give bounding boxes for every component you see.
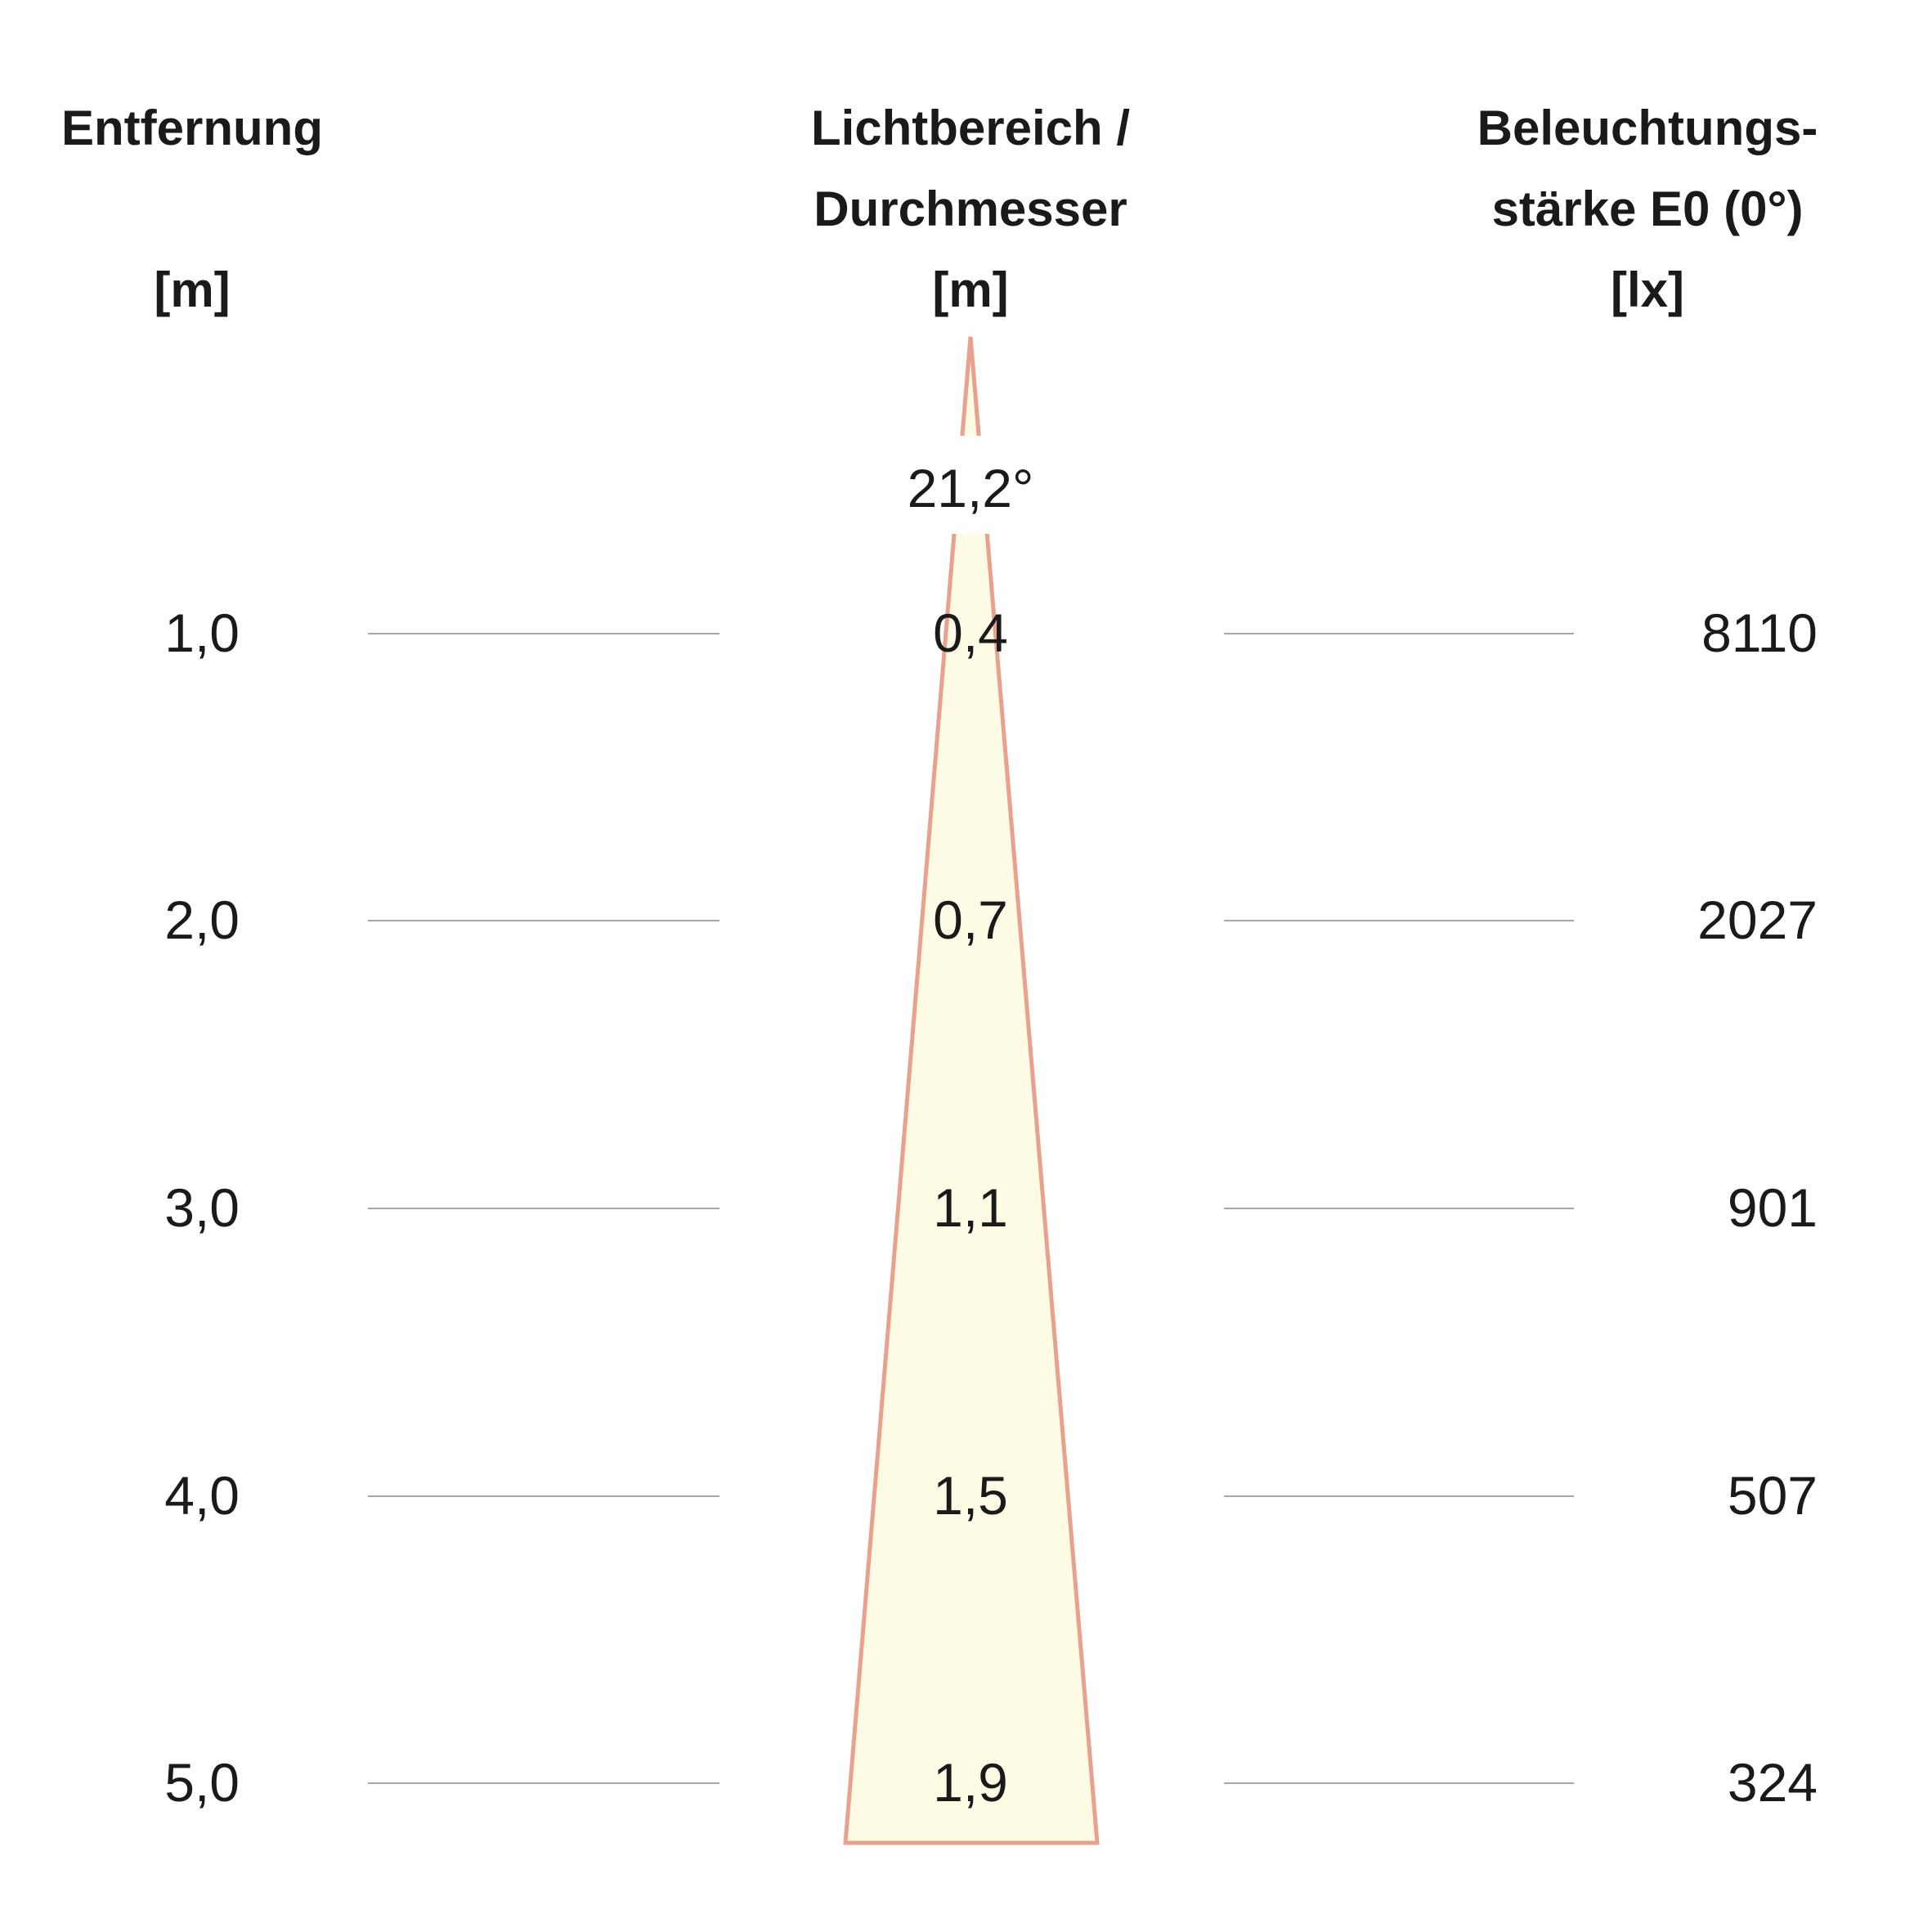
illuminance-value: 8110 [1701, 603, 1818, 663]
distance-header-unit: [m] [154, 262, 230, 317]
table-row: 5,0 1,9 324 [164, 1752, 1818, 1813]
diameter-value: 0,4 [933, 603, 1008, 663]
beam-angle-label-gap [899, 436, 1042, 534]
illuminance-value: 2027 [1697, 890, 1818, 950]
illuminance-header-title-line1: Beleuchtungs- [1477, 101, 1818, 155]
distance-header: Entfernung [m] [61, 101, 323, 317]
distance-value: 1,0 [164, 603, 240, 663]
diameter-value: 1,9 [933, 1752, 1008, 1813]
diameter-header-title-line1: Lichtbereich / [811, 101, 1130, 155]
illuminance-value: 901 [1728, 1177, 1818, 1238]
illuminance-header-title-line2: stärke E0 (0°) [1492, 182, 1804, 236]
distance-value: 5,0 [164, 1752, 240, 1813]
distance-value: 3,0 [164, 1177, 240, 1238]
diameter-value: 1,5 [933, 1465, 1008, 1526]
illuminance-header-unit: [lx] [1611, 262, 1684, 317]
diameter-header-title-line2: Durchmesser [814, 182, 1127, 236]
table-row: 2,0 0,7 2027 [164, 890, 1818, 950]
beam-angle-label: 21,2° [908, 458, 1034, 518]
distance-value: 2,0 [164, 890, 240, 950]
diameter-value: 1,1 [933, 1177, 1008, 1238]
diameter-header: Lichtbereich / Durchmesser [m] [811, 101, 1130, 317]
table-row: 3,0 1,1 901 [164, 1177, 1818, 1238]
table-row: 4,0 1,5 507 [164, 1465, 1818, 1526]
illuminance-value: 507 [1728, 1465, 1818, 1526]
diameter-header-unit: [m] [932, 262, 1008, 317]
distance-value: 4,0 [164, 1465, 240, 1526]
illuminance-header: Beleuchtungs- stärke E0 (0°) [lx] [1477, 101, 1818, 317]
light-beam-cone [843, 336, 1100, 1845]
table-row: 1,0 0,4 8110 [164, 603, 1818, 663]
illuminance-value: 324 [1728, 1752, 1818, 1813]
distance-header-title: Entfernung [61, 101, 323, 155]
diameter-value: 0,7 [933, 890, 1008, 950]
